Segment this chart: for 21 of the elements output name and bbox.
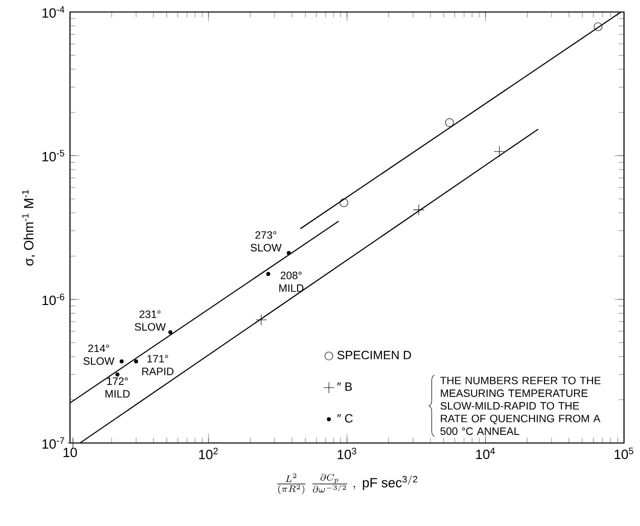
x-tick-label: 10$^{3}$ [338,448,356,460]
annotation: 231° SLOW [134,310,166,331]
y-tick-label: 10$^{-5}$ [42,150,64,162]
legend-label: ″ B [337,382,352,391]
y-tick-label: 10$^{-6}$ [42,294,64,306]
y-tick-label: 10$^{-4}$ [42,6,64,18]
x-tick-label: 10 [64,448,77,458]
annotation: 214° SLOW [83,344,114,365]
x-tick-label: 10$^{2}$ [199,448,218,460]
annotation: 273° SLOW [250,231,282,252]
x-tick-label: 10$^{4}$ [476,448,495,460]
annotation: 171° RAPID [142,354,174,376]
x-tick-label: 10$^{5}$ [614,448,634,460]
annotation: THE NUMBERS REFER TO THE MEASURING TEMPERATURE SLOW-MILD-RAPID TO THE RATE OF QUENCHING FROM A 500 °C ANNEAL [440,376,601,435]
y-axis-title: σ, Ohm$^{-1}$ M$^{-1}$ [22,190,36,266]
legend-label: SPECIMEN D [337,350,411,360]
x-axis-title: $\frac{L^2}{(\pi R^2)}\;\frac{\partial C_p}{\partial \omega^{-3/2}}\;,\ \mathrm{pF\ sec^{3/2}}$ [277,474,418,494]
legend-label: ″ C [337,414,353,423]
y-tick-label: 10$^{-7}$ [42,437,64,449]
annotation: 172° MILD [106,377,130,398]
annotation: 208° MILD [279,272,304,292]
